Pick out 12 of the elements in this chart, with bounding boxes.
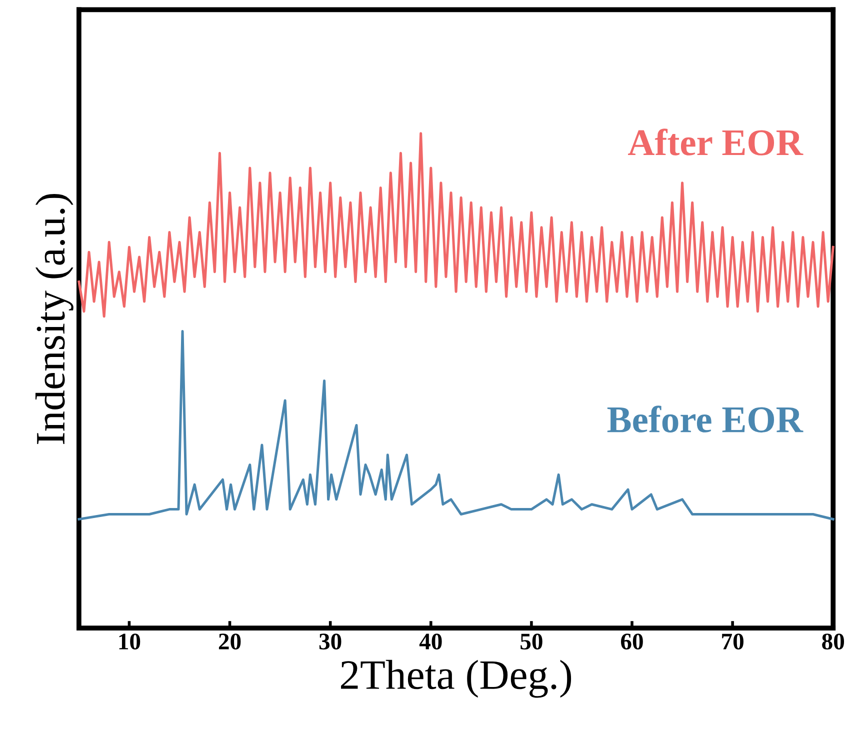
x-axis-title: 2Theta (Deg.): [341, 660, 572, 698]
x-tick-label: 30: [319, 634, 342, 650]
y-axis-title: Indensity (a.u.): [35, 194, 74, 444]
x-tick-label: 70: [722, 634, 744, 650]
x-tick-label: 80: [822, 634, 844, 650]
x-tick-label: 10: [119, 634, 140, 650]
series-label: After EOR: [628, 128, 804, 156]
x-tick-label: 50: [520, 634, 542, 650]
x-tick-label: 40: [419, 634, 442, 650]
x-tick-label: 60: [621, 634, 643, 650]
series-label: Before EOR: [607, 406, 804, 432]
x-tick-label: 20: [218, 634, 241, 650]
